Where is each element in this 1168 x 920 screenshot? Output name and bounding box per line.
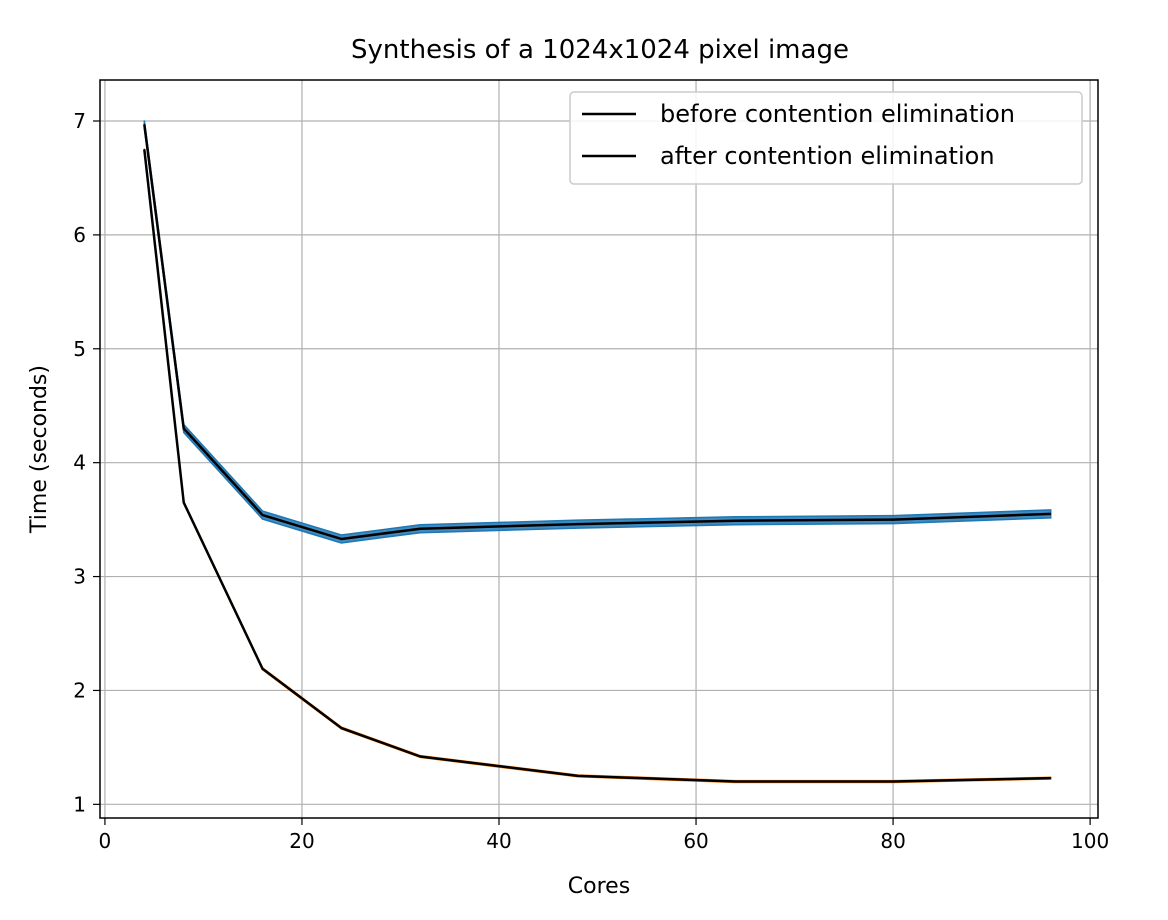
series-1-point xyxy=(183,427,185,430)
grid xyxy=(100,80,1098,818)
series-1-point xyxy=(577,523,579,525)
series-2-point xyxy=(419,755,421,758)
plot-frame xyxy=(99,79,1099,819)
series-1-point xyxy=(143,123,145,126)
y-tick-label: 3 xyxy=(73,565,86,589)
series-2-point xyxy=(340,727,342,729)
series-2-point xyxy=(892,780,894,783)
series-1-point xyxy=(419,528,421,530)
y-tick-label: 6 xyxy=(73,223,86,247)
series-1-point xyxy=(892,519,894,521)
series-2-point xyxy=(143,148,145,151)
x-tick-label: 60 xyxy=(683,829,708,853)
legend-label-1: before contention elimination xyxy=(660,100,1015,128)
series-1-point xyxy=(261,514,264,516)
x-tick-label: 0 xyxy=(99,829,112,853)
legend-label-2: after contention elimination xyxy=(660,142,995,170)
series-band-1 xyxy=(143,120,1052,544)
y-tick-label: 4 xyxy=(73,451,86,475)
y-axis-title: Time (seconds) xyxy=(27,365,52,534)
x-tick-label: 100 xyxy=(1071,829,1109,853)
x-tick-label: 20 xyxy=(289,829,314,853)
series-2-point xyxy=(183,501,185,504)
series-line-1 xyxy=(143,124,1051,541)
axis-ticks: 0 20 40 60 80 100 1 2 3 4 5 6 7 xyxy=(73,109,1109,853)
series-2-point xyxy=(261,668,264,670)
legend-box xyxy=(569,91,1083,185)
series-1-point xyxy=(734,520,737,522)
series-lines xyxy=(143,123,1052,783)
y-tick-label: 5 xyxy=(73,337,86,361)
chart-title: Synthesis of a 1024x1024 pixel image xyxy=(351,35,849,65)
series-2-point xyxy=(1050,777,1052,779)
series-1-point xyxy=(340,538,342,540)
y-tick-label: 7 xyxy=(73,109,86,133)
series-1-point xyxy=(1050,513,1052,515)
series-2-point xyxy=(734,780,737,783)
x-axis-title: Cores xyxy=(568,874,630,899)
series-2-point xyxy=(577,775,579,777)
series-band-2 xyxy=(143,148,1052,784)
y-tick-label: 2 xyxy=(73,678,86,702)
x-tick-label: 40 xyxy=(486,829,511,853)
series-line-2 xyxy=(143,149,1051,783)
legend: before contention elimination after conte… xyxy=(569,91,1083,185)
x-tick-label: 80 xyxy=(880,829,905,853)
y-tick-label: 1 xyxy=(73,792,86,816)
